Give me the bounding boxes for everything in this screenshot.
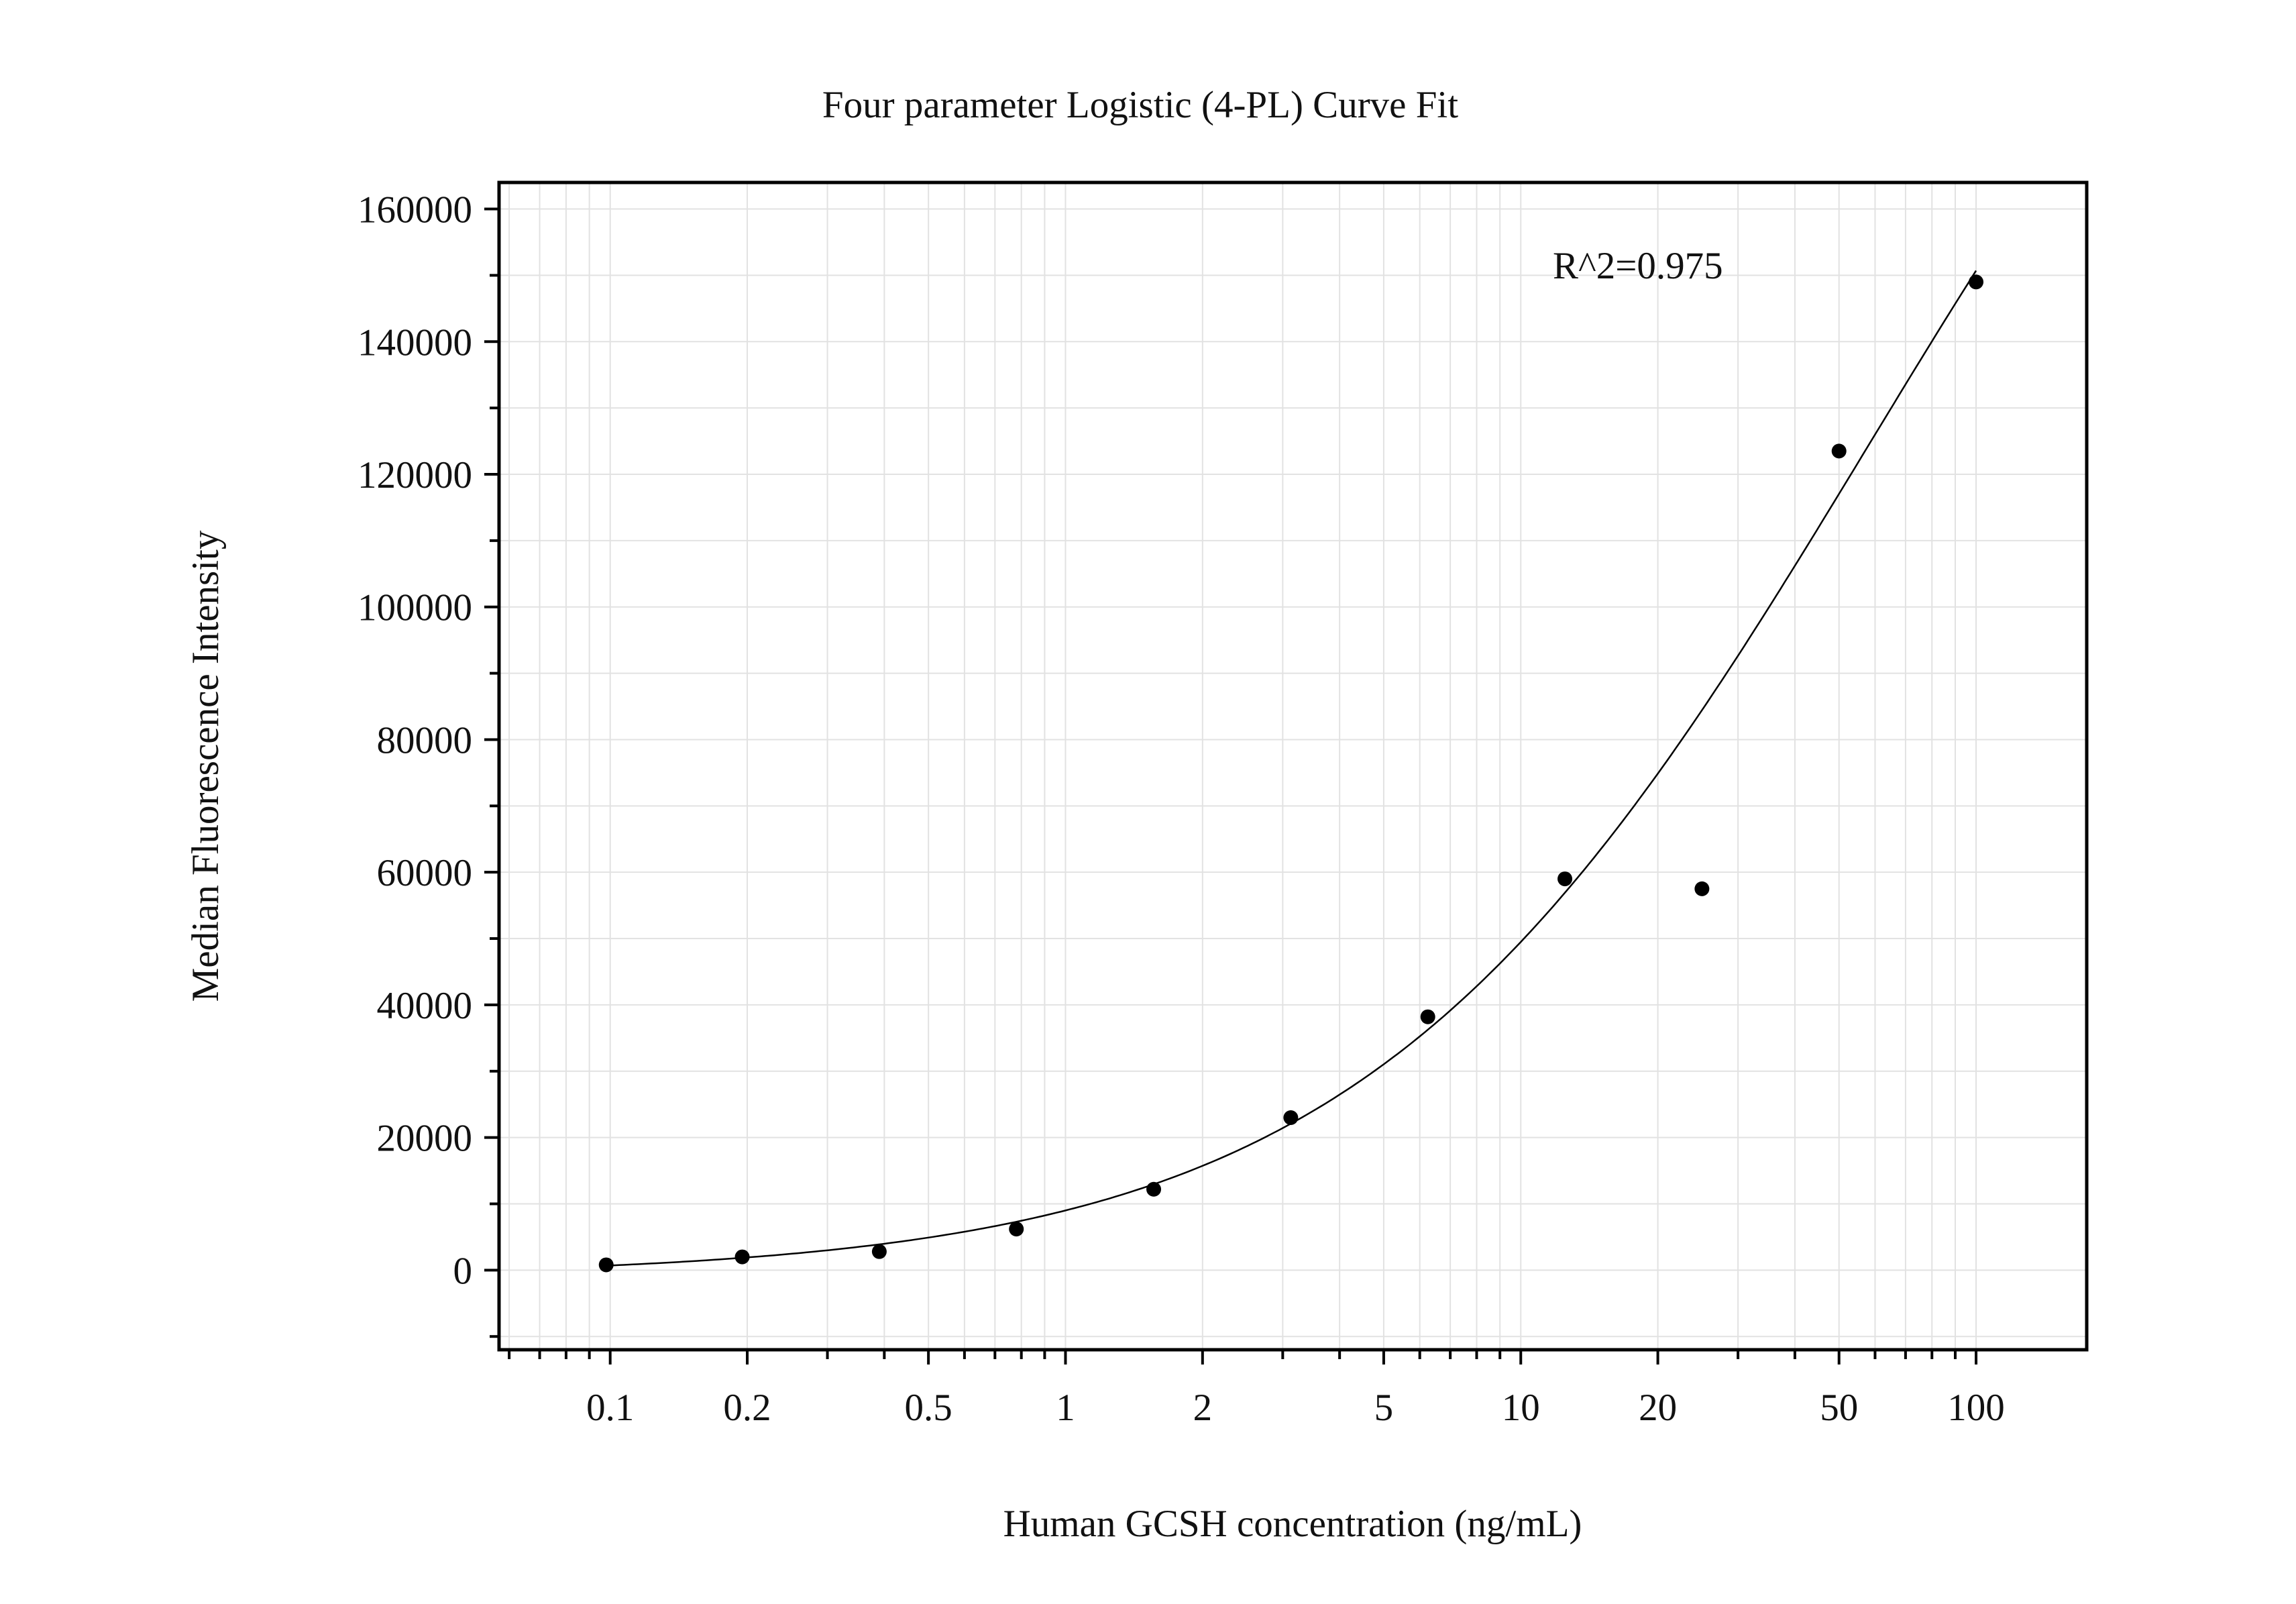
data-point [1831,443,1847,459]
data-point [871,1244,887,1259]
data-point [1694,881,1710,896]
plot-frame [497,180,2089,1352]
y-tick-label: 20000 [377,1118,473,1160]
data-point [598,1257,614,1273]
y-tick-label: 80000 [377,719,473,761]
x-tick-label: 5 [1374,1387,1394,1429]
x-axis-label: Human GCSH concentration (ng/mL) [1003,1503,1582,1545]
x-tick-label: 20 [1639,1387,1677,1429]
data-point [1009,1222,1024,1237]
y-tick-label: 60000 [377,852,473,894]
data-point [1557,871,1573,887]
data-point [1283,1110,1299,1125]
grid-lines [499,182,2087,1350]
x-tick-label: 2 [1193,1387,1213,1429]
data-point [1969,274,1984,290]
x-tick-label: 0.1 [586,1387,634,1429]
y-tick-label: 140000 [358,321,472,364]
y-tick-label: 40000 [377,985,473,1027]
axis-ticks: 0.1 0.2 0.5 1 2 5 10 20 50 100 0 20000 40000 60000 800… [358,189,2005,1429]
chart-title: Four parameter Logistic (4-PL) Curve Fit [822,84,1458,126]
x-tick-label: 100 [1947,1387,2005,1429]
x-tick-label: 0.2 [723,1387,771,1429]
data-point [1420,1009,1435,1024]
x-tick-label: 10 [1502,1387,1540,1429]
y-axis-label: Median Fluorescence Intensity [184,530,227,1002]
x-tick-label: 1 [1056,1387,1075,1429]
x-tick-label: 0.5 [905,1387,952,1429]
y-tick-label: 0 [453,1250,473,1292]
data-point [1146,1181,1162,1197]
y-tick-label: 100000 [358,587,472,629]
y-tick-label: 160000 [358,189,472,231]
data-point [734,1249,750,1265]
data-points [598,274,1984,1273]
y-tick-label: 120000 [358,454,472,496]
r-squared-annotation: R^2=0.975 [1553,245,1723,287]
x-tick-label: 50 [1820,1387,1858,1429]
